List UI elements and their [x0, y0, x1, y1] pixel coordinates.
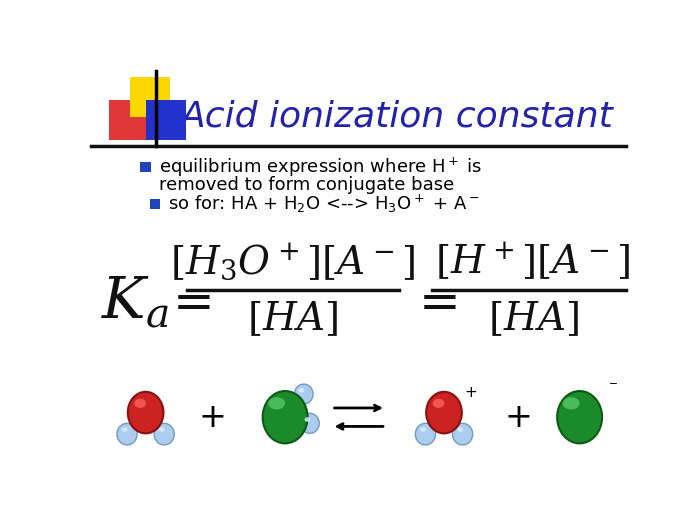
Text: equilibrium expression where H$^+$ is: equilibrium expression where H$^+$ is — [159, 155, 482, 179]
Bar — [146, 100, 186, 140]
Text: $[H_3O^+][A^-]$: $[H_3O^+][A^-]$ — [170, 242, 416, 282]
Ellipse shape — [159, 427, 165, 432]
Text: $^-$: $^-$ — [606, 381, 618, 395]
Ellipse shape — [557, 391, 602, 444]
Text: so for: HA + H$_2$O <--> H$_3$O$^+$ + A$^-$: so for: HA + H$_2$O <--> H$_3$O$^+$ + A$… — [168, 193, 480, 215]
Ellipse shape — [433, 398, 445, 408]
Bar — [140, 162, 151, 172]
Ellipse shape — [420, 427, 426, 432]
Text: $[H^+][A^-]$: $[H^+][A^-]$ — [435, 241, 631, 282]
Ellipse shape — [128, 392, 163, 433]
Ellipse shape — [262, 391, 307, 444]
Ellipse shape — [298, 388, 304, 393]
Text: $=$: $=$ — [163, 278, 211, 326]
Ellipse shape — [295, 384, 313, 404]
Ellipse shape — [300, 413, 319, 433]
Ellipse shape — [426, 392, 462, 433]
Text: $=$: $=$ — [409, 278, 457, 326]
Ellipse shape — [117, 423, 137, 445]
Text: removed to form conjugate base: removed to form conjugate base — [159, 176, 454, 194]
Text: $[HA]$: $[HA]$ — [247, 299, 338, 338]
Ellipse shape — [154, 423, 174, 445]
Ellipse shape — [563, 397, 580, 410]
Bar — [150, 198, 160, 209]
Text: $[HA]$: $[HA]$ — [488, 299, 579, 338]
Ellipse shape — [122, 427, 128, 432]
Text: Acid ionization constant: Acid ionization constant — [181, 100, 614, 134]
Ellipse shape — [304, 417, 311, 422]
Ellipse shape — [268, 397, 285, 410]
Text: $K_a$: $K_a$ — [102, 273, 169, 330]
Bar — [130, 77, 170, 117]
Ellipse shape — [457, 427, 463, 432]
Ellipse shape — [134, 398, 146, 408]
Ellipse shape — [415, 423, 435, 445]
Ellipse shape — [452, 423, 472, 445]
Text: $+$: $+$ — [198, 401, 225, 434]
Text: $+$: $+$ — [505, 401, 531, 434]
Text: +: + — [464, 385, 477, 400]
Bar — [109, 100, 150, 140]
